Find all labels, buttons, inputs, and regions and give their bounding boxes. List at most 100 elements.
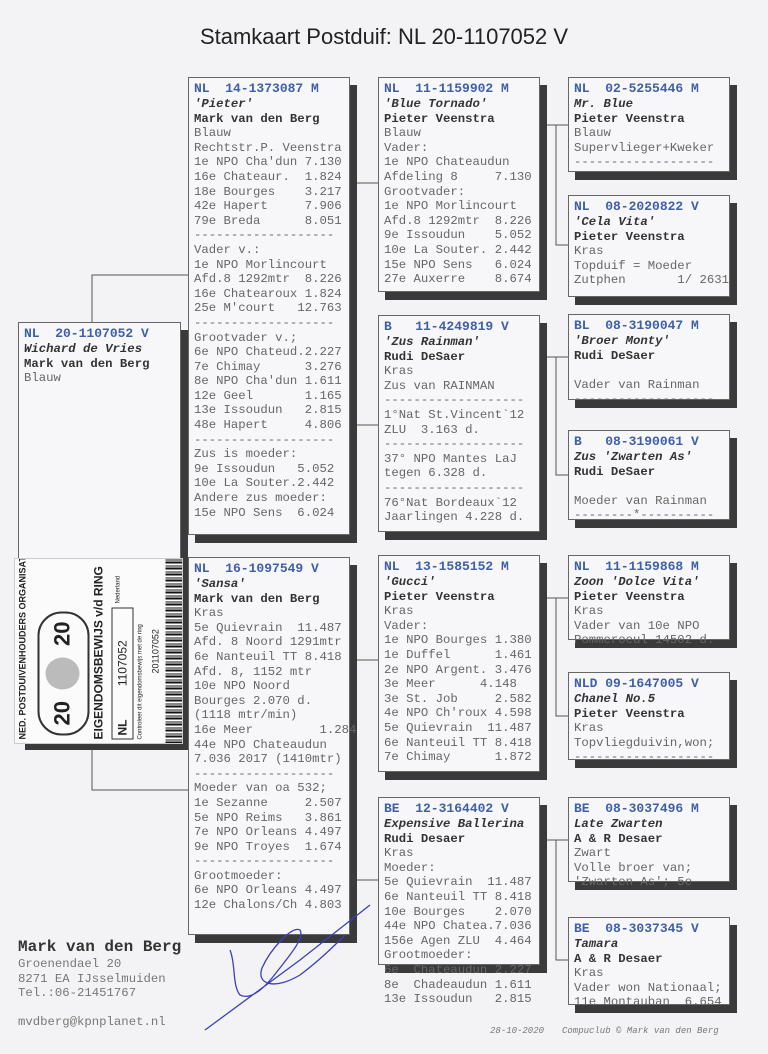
pedigree-line: Afd. 8 Noord 1291mtr xyxy=(194,635,342,650)
pedigree-box-dsd: NLD 09-1647005 V Chanel No.5 Pieter Veenst… xyxy=(568,672,730,764)
breeder-name: Rudi DeSaer xyxy=(574,348,656,363)
pedigree-line: 6e Chateaudun 2.227 xyxy=(384,962,532,977)
pedigree-line: ------------------- xyxy=(384,437,525,452)
pedigree-line: 44e NPO Chateaudun xyxy=(194,737,327,752)
ring-number: B 11-4249819 V xyxy=(384,319,509,334)
owner-street: Groenendael 20 xyxy=(18,957,122,971)
connector-ss-parents xyxy=(547,124,568,246)
pedigree-line: 10e NPO Noord xyxy=(194,679,290,694)
footer-date: 28-10-2020 xyxy=(490,1026,545,1036)
pedigree-line: Blauw xyxy=(384,126,421,141)
pedigree-line: 3e Meer 4.148 xyxy=(384,677,517,692)
pedigree-line: 6e NPO Chateud.2.227 xyxy=(194,345,342,360)
pedigree-line: 16e Chateaur. 1.824 xyxy=(194,169,342,184)
pedigree-line: Vader van Rainman xyxy=(574,377,700,392)
pedigree-line: Topduif = Moeder xyxy=(574,258,693,273)
pedigree-line: 18e Bourges 3.217 xyxy=(194,184,342,199)
pedigree-line: 9e Issoudun 5.052 xyxy=(194,461,335,476)
pedigree-line: (1118 mtr/min) xyxy=(194,708,298,723)
pigeon-name: 'Gucci' xyxy=(384,575,436,589)
pedigree-line: Afd.8 1292mtr 8.226 xyxy=(384,213,532,228)
pedigree-box-dss: NL 11-1159868 M Zoon 'Dolce Vita' Pieter V… xyxy=(568,555,730,647)
pedigree-line: 1°Nat St.Vincent`12 xyxy=(384,407,525,422)
breeder-name: Rudi DeSaer xyxy=(574,464,656,479)
connector-ds-parents xyxy=(547,597,568,717)
pedigree-line: 3e St. Job 2.582 xyxy=(384,691,532,706)
pedigree-line: 8e Chadeaudun 1.611 xyxy=(384,977,532,992)
pedigree-line: Moeder: xyxy=(384,860,436,875)
pigeon-name: Zus 'Zwarten As' xyxy=(574,450,693,464)
breeder-name: Pieter Veenstra xyxy=(574,111,685,126)
pedigree-line: --------*---------- xyxy=(574,508,715,523)
ring-number: NL 08-2020822 V xyxy=(574,199,699,214)
pedigree-line: 12e Chalons/Ch 4.803 xyxy=(194,898,342,913)
pedigree-box-ddd: BE 08-3037345 V Tamara A & R Desaer Kras Vad… xyxy=(568,917,730,1009)
pedigree-line: Grootmoeder: xyxy=(384,948,473,963)
pedigree-line: Afdeling 8 7.130 xyxy=(384,169,532,184)
pedigree-line: ZLU 3.163 d. xyxy=(384,422,480,437)
pedigree-line: 7e Chimay 1.872 xyxy=(384,750,532,765)
pedigree-line: 12e Geel 1.165 xyxy=(194,388,342,403)
pedigree-line: Jaarlingen 4.228 d. xyxy=(384,510,525,525)
pedigree-line: 37° NPO Mantes LaJ xyxy=(384,451,517,466)
breeder-name: Rudi Desaer xyxy=(384,831,466,846)
connector-dd-parents xyxy=(547,839,568,961)
pedigree-line: 1e NPO Morlincourt xyxy=(384,199,517,214)
pedigree-line: 10e La Souter.2.442 xyxy=(194,476,335,491)
pedigree-line: Kras xyxy=(384,364,414,379)
pedigree-line: Grootvader: xyxy=(384,184,466,199)
pedigree-line: Kras xyxy=(574,604,604,619)
pedigree-box-ssd: NL 08-2020822 V 'Cela Vita' Pieter Veenstr… xyxy=(568,195,730,297)
ring-number: NL 02-5255446 M xyxy=(574,81,699,96)
pedigree-line: ------------------- xyxy=(194,228,335,243)
pedigree-line: 11e Montauban 6.654 xyxy=(574,995,722,1010)
pigeon-name: 'Broer Monty' xyxy=(574,334,670,348)
ring-number: BE 12-3164402 V xyxy=(384,801,509,816)
ring-number: BE 08-3037345 V xyxy=(574,921,699,936)
pedigree-line: Pommeroeul 14502 d. xyxy=(574,633,715,648)
pedigree-line: Kras xyxy=(194,606,224,621)
pigeon-name: 'Pieter' xyxy=(194,97,254,111)
page-title: Stamkaart Postduif: NL 20-1107052 V xyxy=(199,24,569,49)
breeder-name: Pieter Veenstra xyxy=(574,589,685,604)
pedigree-line: tegen 6.328 d. xyxy=(384,466,488,481)
pedigree-box-sire: NL 14-1373087 M 'Pieter' Mark van den Berg… xyxy=(188,77,350,535)
pedigree-box-dam: NL 16-1097549 V 'Sansa' Mark van den Berg K… xyxy=(188,557,356,935)
connector-sd-parents xyxy=(547,356,568,476)
pigeon-name: Zoon 'Dolce Vita' xyxy=(574,575,700,589)
pedigree-line: 7e Chimay 3.276 xyxy=(194,359,342,374)
pedigree-line: Moeder van Rainman xyxy=(574,493,707,508)
pedigree-line: 1e Duffel 1.461 xyxy=(384,647,532,662)
owner-email[interactable]: mvdberg@kpnplanet.nl xyxy=(18,1014,166,1029)
pedigree-line: 5e Quievrain 11.487 xyxy=(384,875,532,890)
owner-name: Mark van den Berg xyxy=(18,938,182,956)
pedigree-line: 1e Sezanne 2.507 xyxy=(194,795,342,810)
pedigree-line: Vader: xyxy=(384,618,429,633)
ring-number: NL 20-1107052 V xyxy=(24,326,149,341)
ring-number: BL 08-3190047 M xyxy=(574,318,699,333)
pedigree-line: ------------------- xyxy=(384,480,525,495)
connector-subject-sire xyxy=(91,274,188,322)
pedigree-line: Vader v.: xyxy=(194,242,261,257)
pedigree-line: Rechtstr.P. Veenstra xyxy=(194,140,342,155)
pedigree-line: 10e La Souter. 2.442 xyxy=(384,242,532,257)
breeder-name: Pieter Veenstra xyxy=(384,111,495,126)
pedigree-line: 5e Quievrain 11.487 xyxy=(384,720,532,735)
pigeon-name: Expensive Ballerina xyxy=(384,817,525,831)
pedigree-line: 4e NPO Ch'roux 4.598 xyxy=(384,706,532,721)
pigeon-name: Chanel No.5 xyxy=(574,692,656,706)
pedigree-box-sdd: B 08-3190061 V Zus 'Zwarten As' Rudi DeSae… xyxy=(568,430,730,523)
pedigree-line: Topvliegduivin,won; xyxy=(574,735,715,750)
pedigree-line: 42e Hapert 7.906 xyxy=(194,199,342,214)
pedigree-box-sd: B 11-4249819 V 'Zus Rainman' Rudi DeSaer Kr… xyxy=(378,315,540,532)
pedigree-line: 7e NPO Orleans 4.497 xyxy=(194,825,342,840)
pedigree-line: 6e Nanteuil TT 8.418 xyxy=(384,735,532,750)
pedigree-line: 13e Issoudun 2.815 xyxy=(384,992,532,1007)
pedigree-line: Grootmoeder: xyxy=(194,868,283,883)
pedigree-box-dd: BE 12-3164402 V Expensive Ballerina Rudi D… xyxy=(378,797,540,1006)
pedigree-line: 27e Auxerre 8.674 xyxy=(384,272,532,287)
pedigree-line: 9e Issoudun 5.052 xyxy=(384,228,532,243)
pedigree-line: ------------------- xyxy=(384,393,525,408)
pedigree-line: 10e Bourges 2.070 xyxy=(384,904,532,919)
